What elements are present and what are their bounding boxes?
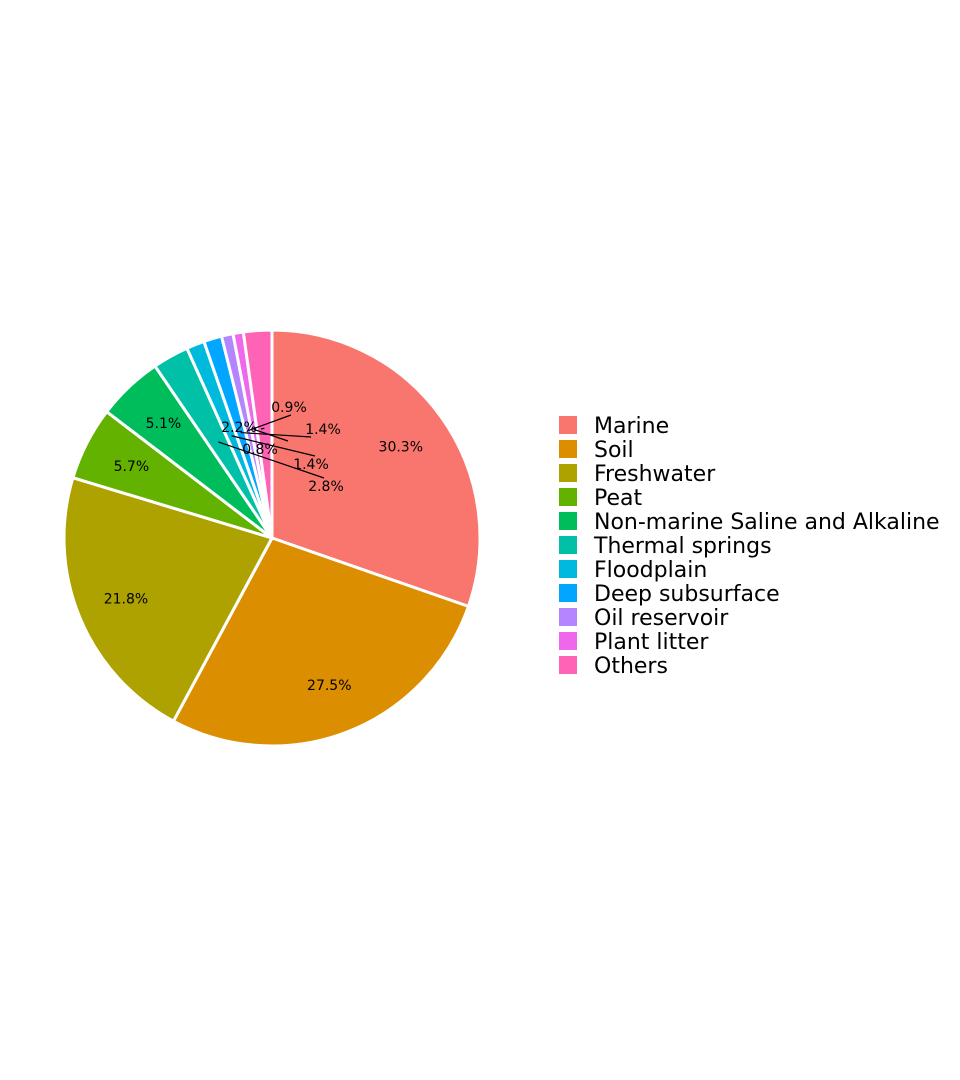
legend-swatch-soil	[559, 440, 577, 458]
legend-swatch-peat	[559, 488, 577, 506]
legend-swatch-non-marine-saline-and-alkaline	[559, 512, 577, 530]
leader-line	[248, 414, 292, 432]
slice-label-others: 2.2%	[221, 420, 257, 436]
pie-slice-freshwater	[62, 475, 275, 724]
legend-swatch-thermal-springs	[559, 536, 577, 554]
legend-label-deep-subsurface: Deep subsurface	[594, 582, 780, 607]
legend-label-others: Others	[594, 654, 668, 679]
legend-swatch-marine	[559, 416, 577, 434]
slice-label-floodplain: 1.4%	[293, 457, 329, 473]
legend-label-oil-reservoir: Oil reservoir	[594, 606, 729, 631]
legend-swatch-oil-reservoir	[559, 608, 577, 626]
leader-line	[240, 431, 312, 438]
slice-label-non-marine-saline-and-alkaline: 5.1%	[146, 416, 182, 432]
pie-slice-marine	[270, 328, 482, 609]
pie-slice-soil	[171, 536, 471, 748]
pie-slices	[62, 328, 482, 748]
slice-label-marine: 30.3%	[379, 439, 423, 455]
leader-line	[218, 441, 325, 479]
leader-line	[253, 428, 289, 442]
leader-line	[231, 435, 316, 457]
slice-label-peat: 5.7%	[114, 459, 150, 475]
legend-swatch-others	[559, 656, 577, 674]
slice-label-deep-subsurface: 1.4%	[305, 422, 341, 438]
legend-label-thermal-springs: Thermal springs	[593, 534, 772, 559]
legend-swatch-plant-litter	[559, 632, 577, 650]
slice-label-freshwater: 21.8%	[104, 591, 148, 607]
slice-label-soil: 27.5%	[307, 678, 351, 694]
leader-line	[260, 427, 265, 430]
slice-label-thermal-springs: 2.8%	[308, 479, 344, 495]
legend-swatch-floodplain	[559, 560, 577, 578]
legend-label-marine: Marine	[594, 414, 669, 439]
slice-label-plant-litter: 0.8%	[242, 442, 278, 458]
legend-swatch-freshwater	[559, 464, 577, 482]
slice-label-oil-reservoir: 0.9%	[271, 400, 307, 416]
legend-label-freshwater: Freshwater	[594, 462, 716, 487]
legend-swatch-deep-subsurface	[559, 584, 577, 602]
label-leader-lines	[218, 414, 325, 479]
legend-label-soil: Soil	[594, 438, 634, 463]
legend-label-plant-litter: Plant litter	[594, 630, 709, 655]
legend-label-floodplain: Floodplain	[594, 558, 707, 583]
legend-label-peat: Peat	[594, 486, 642, 511]
legend-label-non-marine-saline-and-alkaline: Non-marine Saline and Alkaline	[594, 510, 940, 535]
slice-labels: 30.3% 27.5% 21.8% 5.7% 5.1% 2.8% 1.4% 1.4% 0.9% 0…	[104, 400, 423, 694]
